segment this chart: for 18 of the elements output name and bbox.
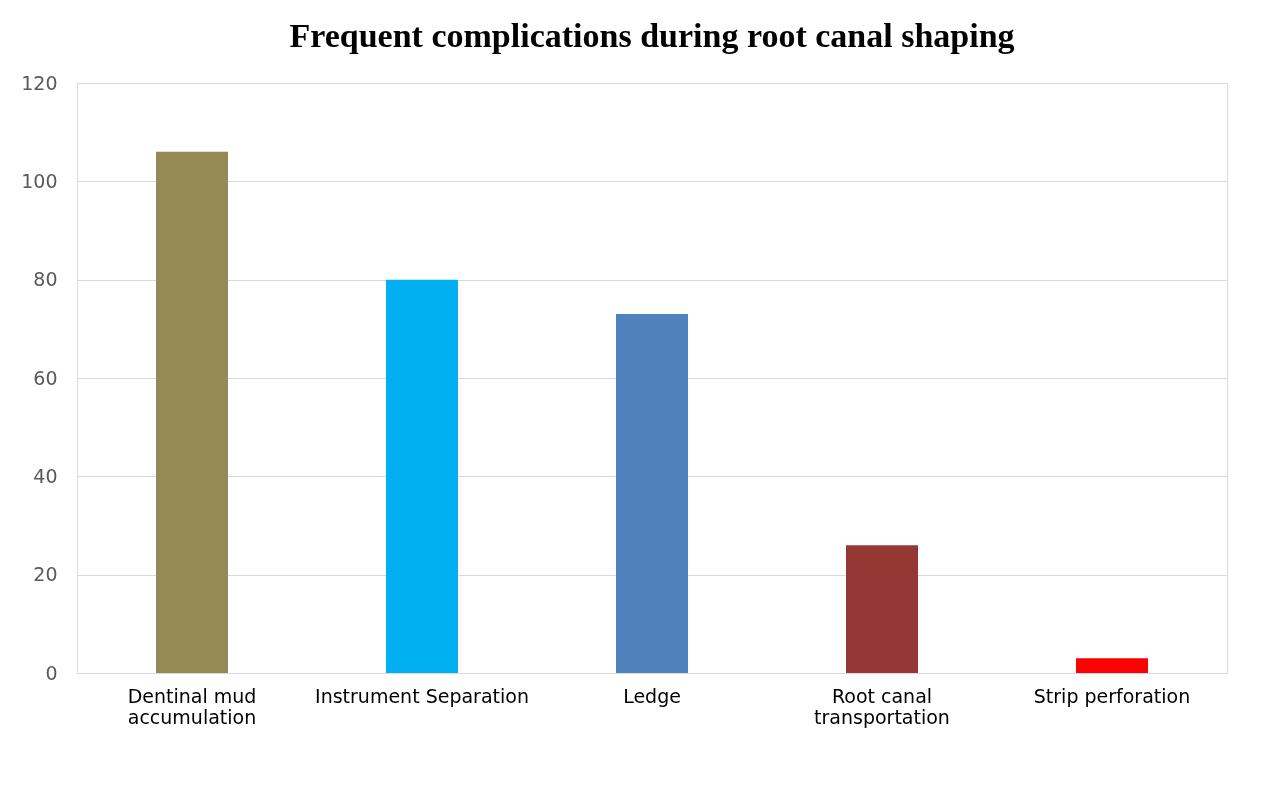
- x-tick-label: Instrument Separation: [315, 684, 529, 707]
- y-tick-label: 20: [33, 563, 58, 586]
- bar: [846, 545, 918, 673]
- chart-title: Frequent complications during root canal shaping: [289, 17, 1015, 54]
- y-tick-label: 60: [33, 366, 58, 389]
- bar: [1076, 658, 1148, 673]
- x-tick-label: Strip perforation: [1033, 684, 1191, 707]
- y-tick-label: 40: [33, 464, 58, 487]
- y-tick-label: 0: [45, 661, 58, 684]
- y-tick-label: 100: [21, 169, 58, 192]
- bar: [156, 151, 228, 673]
- y-tick-label: 120: [21, 71, 58, 94]
- bar: [616, 314, 688, 673]
- x-tick-label: Dentinal mud accumulation: [127, 684, 257, 728]
- y-tick-label: 80: [33, 268, 58, 291]
- x-tick-label: Ledge: [623, 684, 681, 707]
- bar: [386, 279, 458, 673]
- x-tick-label: Root canal transportation: [814, 684, 950, 728]
